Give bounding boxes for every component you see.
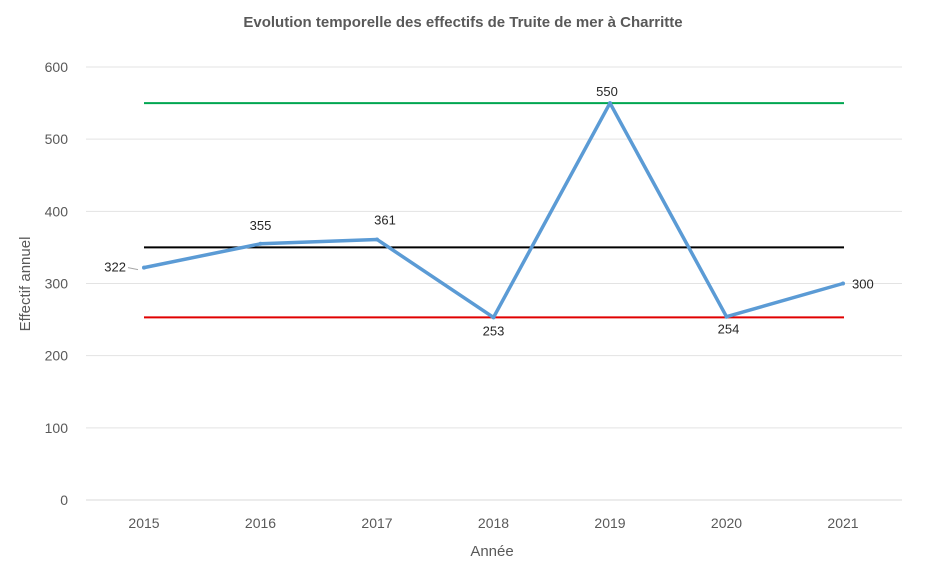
data-label: 254 [718,322,740,337]
y-tick-label: 500 [45,131,69,147]
y-tick-label: 100 [45,420,69,436]
y-tick-label: 0 [60,492,68,508]
x-tick-labels: 2015 2016 2017 2018 2019 2020 2021 [128,515,858,531]
data-label: 355 [250,218,272,233]
x-tick-label: 2019 [594,515,625,531]
data-label: 550 [596,84,618,99]
y-tick-labels: 0 100 200 300 400 500 600 [45,59,69,508]
y-tick-label: 200 [45,348,69,364]
data-point [375,237,379,242]
data-point [258,241,263,246]
y-axis-title: Effectif annuel [17,237,34,332]
data-point [142,265,146,270]
series-lines [142,101,845,320]
data-point [491,315,496,320]
data-point [841,281,845,286]
leader-line [127,267,139,271]
chart-title: Evolution temporelle des effectifs de Tr… [243,14,683,31]
data-label: 322 [104,260,126,275]
y-tick-label: 600 [45,59,69,75]
x-tick-label: 2016 [245,515,276,531]
data-point [724,314,729,319]
x-tick-label: 2017 [361,515,392,531]
data-labels: 322 355 361 253 550 254 300 [104,84,873,338]
y-tick-label: 400 [45,203,69,219]
data-label: 361 [374,212,396,227]
x-tick-label: 2020 [711,515,742,531]
x-tick-label: 2018 [478,515,509,531]
series-line [142,101,845,320]
x-tick-label: 2021 [827,515,858,531]
gridlines [86,66,902,501]
data-point [608,101,612,106]
data-label: 300 [852,277,874,292]
data-label: 253 [483,323,505,338]
y-tick-label: 300 [45,276,69,292]
reference-lines [144,102,844,319]
x-axis-title: Année [470,543,513,560]
x-tick-label: 2015 [128,515,159,531]
